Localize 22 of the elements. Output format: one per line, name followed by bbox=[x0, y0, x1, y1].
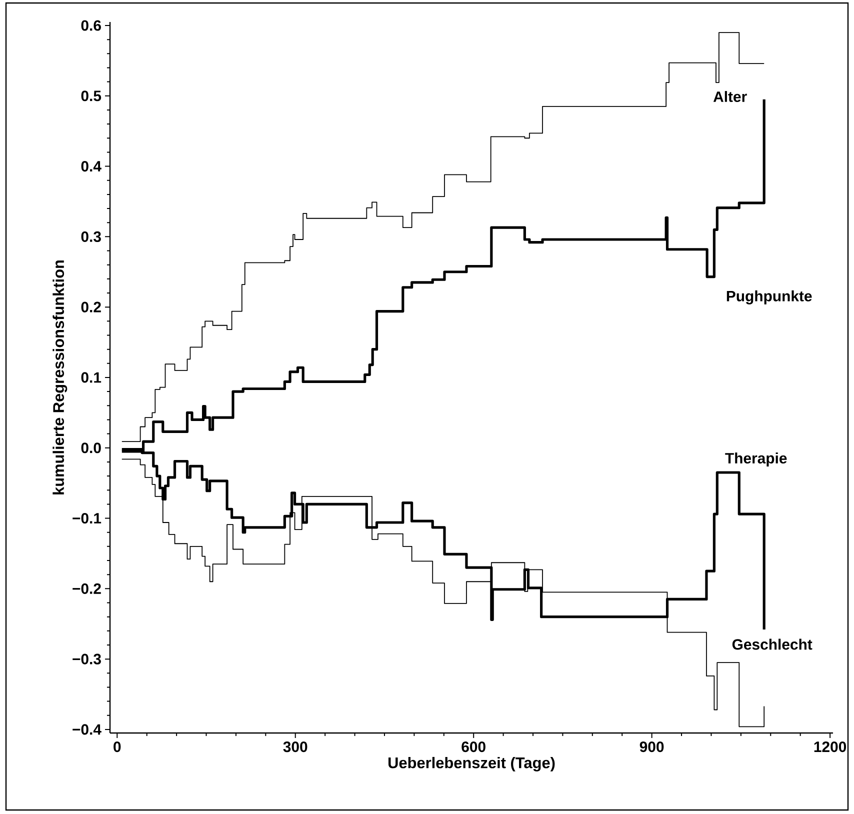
y-tick-label: 0.3 bbox=[81, 231, 101, 242]
y-tick-label: 0.6 bbox=[81, 20, 101, 31]
y-tick-label: 0.4 bbox=[81, 160, 102, 172]
x-tick-label: 900 bbox=[640, 742, 664, 752]
series-label: Geschlecht bbox=[732, 638, 812, 650]
series-label: Pughpunkte bbox=[726, 290, 812, 304]
y-tick-label: 0.0 bbox=[81, 442, 101, 454]
series-label: Alter bbox=[713, 91, 747, 102]
x-tick-label: 600 bbox=[462, 742, 486, 752]
series-label: Therapie bbox=[725, 452, 787, 466]
y-tick-label: −0.3 bbox=[72, 654, 101, 664]
y-axis-title: kumulierte Regressionsfunktion bbox=[52, 260, 68, 494]
x-tick-label: 300 bbox=[283, 742, 308, 752]
y-tick-label: −0.1 bbox=[72, 512, 102, 524]
y-tick-label: −0.4 bbox=[72, 724, 102, 735]
x-tick-label: 1200 bbox=[814, 742, 846, 752]
y-tick-label: 0.5 bbox=[81, 90, 102, 102]
y-tick-label: 0.2 bbox=[81, 302, 101, 312]
y-tick-label: 0.1 bbox=[81, 372, 102, 383]
y-tick-label: −0.2 bbox=[72, 583, 101, 594]
x-axis-title: Ueberlebenszeit (Tage) bbox=[388, 756, 555, 772]
x-tick-label: 0 bbox=[114, 742, 121, 752]
